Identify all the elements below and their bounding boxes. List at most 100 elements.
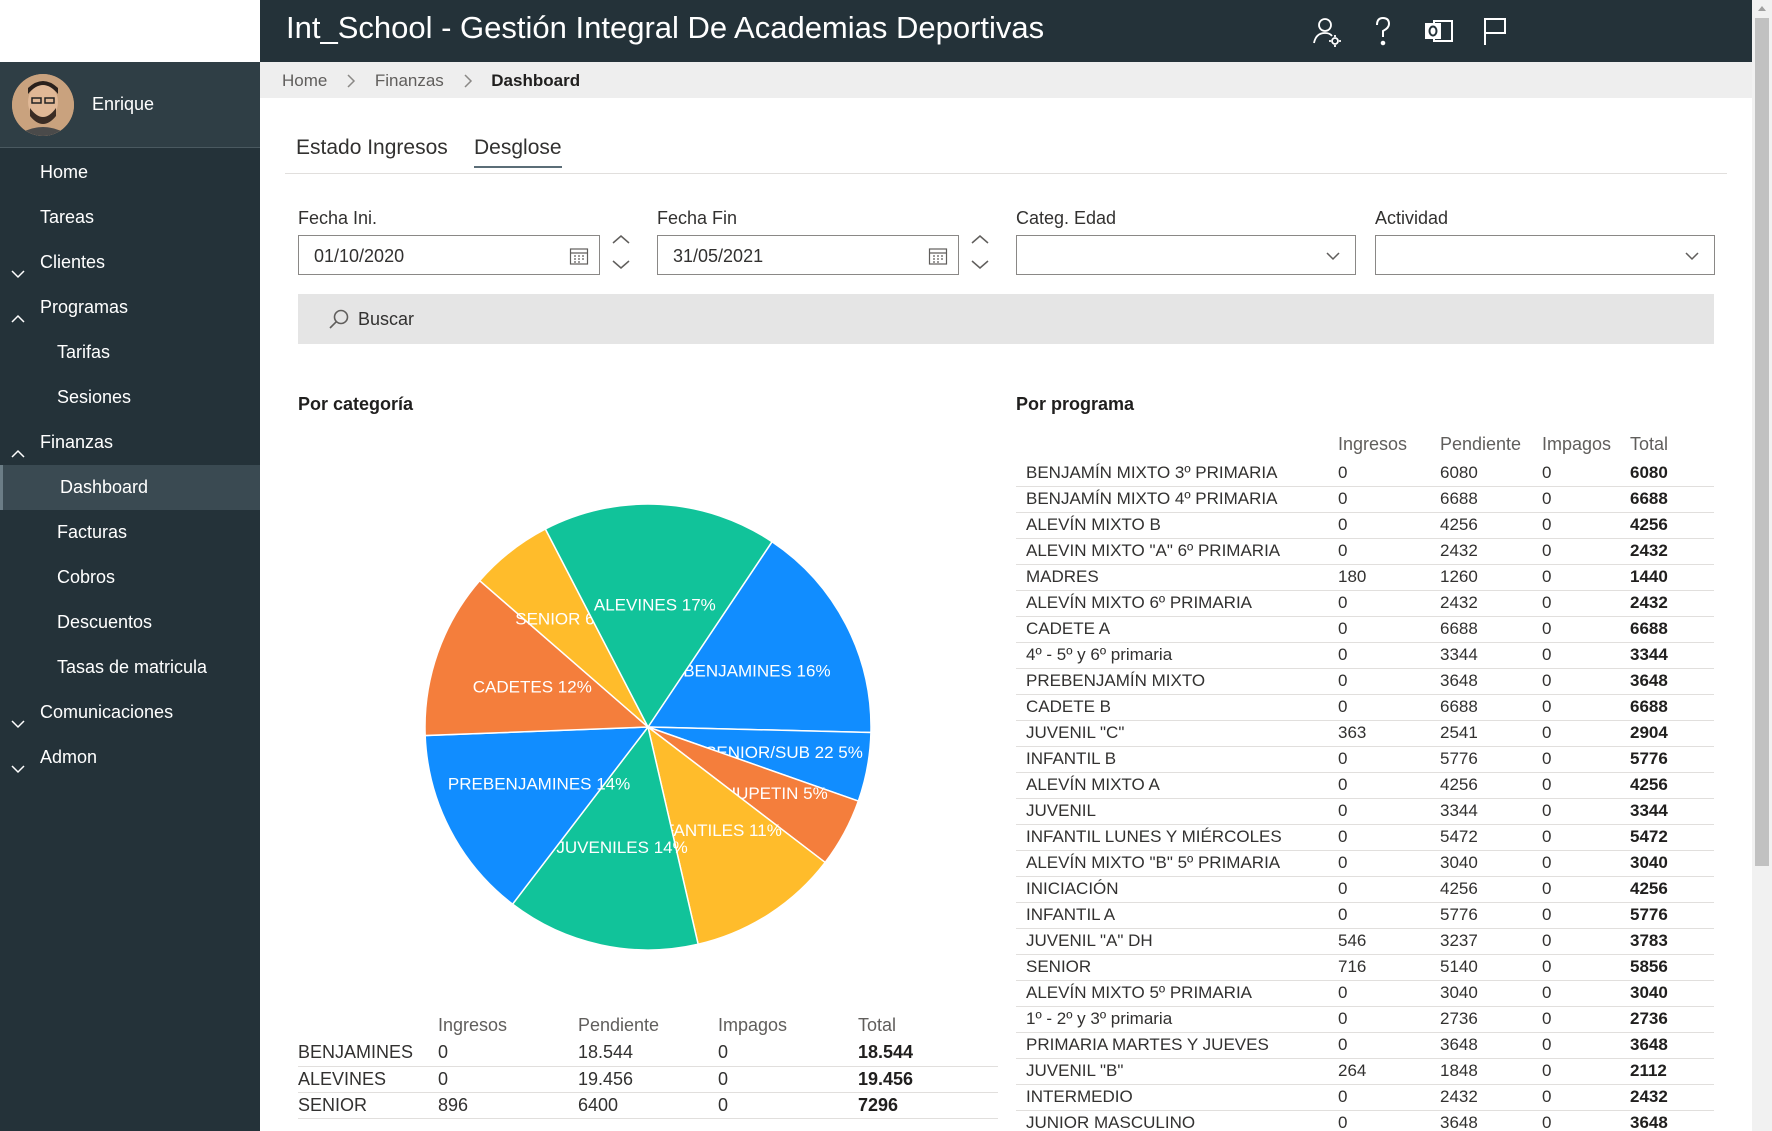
sidebar-item-comunicaciones[interactable]: Comunicaciones [0, 690, 260, 735]
programa-cell: 0 [1542, 902, 1630, 929]
programa-cell: 0 [1338, 668, 1440, 695]
table-row: BENJAMINES 0 18.544 0 18.544 [298, 1040, 998, 1067]
page-scrollbar[interactable] [1752, 0, 1772, 1131]
search-label: Buscar [358, 309, 415, 329]
programa-cell: 0 [1338, 694, 1440, 721]
sidebar-item-tareas[interactable]: Tareas [0, 195, 260, 240]
programa-cell: 6688 [1440, 694, 1542, 721]
sidebar-item-programas[interactable]: Programas [0, 285, 260, 330]
programa-cell: 0 [1542, 486, 1630, 513]
avatar[interactable] [12, 74, 74, 136]
fecha-fin-stepper[interactable] [969, 231, 991, 275]
programa-header-2[interactable]: Pendiente [1440, 433, 1522, 454]
programa-cell: ALEVIN MIXTO "A" 6º PRIMARIA [1016, 538, 1338, 565]
pie-slice-juveniles[interactable] [511, 725, 700, 951]
chevron-up-icon [10, 434, 26, 458]
pie-slice-alevines[interactable] [544, 503, 774, 729]
sidebar-item-label: Comunicaciones [40, 702, 174, 722]
tab-desglose[interactable]: Desglose [474, 136, 562, 168]
categoria-cell: 6400 [578, 1092, 718, 1119]
sidebar-item-label: Dashboard [60, 477, 149, 497]
programa-header-4[interactable]: Total [1630, 433, 1669, 454]
programa-cell: 5856 [1630, 954, 1714, 981]
programa-cell: 0 [1542, 980, 1630, 1007]
pie-slice-prebenjamines[interactable] [424, 726, 650, 906]
sidebar-item-admon[interactable]: Admon [0, 735, 260, 780]
categoria-pie-chart: BENJAMINES 16%SENIOR/SUB 22 5%CHUPETIN 5… [424, 503, 872, 951]
programa-cell: 0 [1338, 616, 1440, 643]
sidebar-item-descuentos[interactable]: Descuentos [0, 600, 260, 645]
programa-cell: 4256 [1630, 876, 1714, 903]
outlook-icon[interactable] [1422, 14, 1456, 48]
categoria-cell: 7296 [858, 1092, 998, 1119]
programa-cell: 4256 [1630, 772, 1714, 799]
categoria-cell: 19.456 [578, 1066, 718, 1093]
programa-cell: 0 [1542, 1006, 1630, 1033]
programa-cell: 0 [1542, 616, 1630, 643]
programa-cell: 0 [1542, 538, 1630, 565]
categoria-header-3[interactable]: Impagos [718, 1014, 788, 1035]
sidebar-item-dashboard[interactable]: Dashboard [0, 465, 260, 510]
programa-header-1[interactable]: Ingresos [1338, 433, 1408, 454]
table-row: PRIMARIA MARTES Y JUEVES 0 3648 0 3648 [1016, 1032, 1714, 1059]
calendar-icon[interactable] [928, 246, 948, 266]
sidebar-item-home[interactable]: Home [0, 150, 260, 195]
categoria-header-0[interactable] [298, 1010, 438, 1040]
programa-cell: 0 [1542, 772, 1630, 799]
categoria-header-4[interactable]: Total [858, 1014, 897, 1035]
programa-cell: 0 [1338, 1084, 1440, 1111]
programa-cell: 3648 [1440, 1110, 1542, 1131]
programa-header-3[interactable]: Impagos [1542, 433, 1612, 454]
categoria-cell: 0 [718, 1040, 858, 1067]
help-icon[interactable] [1366, 14, 1400, 48]
tab-estado-ingresos[interactable]: Estado Ingresos [296, 136, 448, 159]
sidebar-item-label: Admon [40, 747, 98, 767]
contact-person-icon[interactable] [1310, 14, 1344, 48]
breadcrumb-current: Dashboard [491, 70, 581, 90]
categoria-header-2[interactable]: Pendiente [578, 1014, 660, 1035]
categoria-cell: 18.544 [858, 1040, 998, 1067]
flag-icon[interactable] [1478, 14, 1512, 48]
sidebar-item-finanzas[interactable]: Finanzas [0, 420, 260, 465]
programa-cell: JUVENIL "C" [1016, 720, 1338, 747]
programa-cell: SENIOR [1016, 954, 1338, 981]
categoria-cell: BENJAMINES [298, 1040, 438, 1067]
programa-cell: 264 [1338, 1058, 1440, 1085]
breadcrumb-finanzas[interactable]: Finanzas [374, 70, 444, 90]
sidebar-item-tasas-de-matricula[interactable]: Tasas de matricula [0, 645, 260, 690]
programa-header-0[interactable] [1016, 428, 1338, 460]
programa-cell: CADETE A [1016, 616, 1338, 643]
calendar-icon[interactable] [569, 246, 589, 266]
scrollbar-thumb[interactable] [1755, 18, 1769, 866]
fecha-ini-field[interactable]: 01/10/2020 [298, 235, 600, 275]
sidebar-item-tarifas[interactable]: Tarifas [0, 330, 260, 375]
sidebar-item-sesiones[interactable]: Sesiones [0, 375, 260, 420]
pie-slice-benjamines[interactable] [646, 540, 872, 734]
pie-slice-cadetes[interactable] [424, 579, 650, 737]
logo-area [0, 0, 260, 62]
fecha-ini-stepper[interactable] [610, 231, 632, 275]
actividad-dropdown[interactable] [1375, 235, 1715, 275]
categoria-header-1[interactable]: Ingresos [438, 1014, 508, 1035]
programa-cell: 0 [1338, 876, 1440, 903]
categoria-cell: 0 [718, 1092, 858, 1119]
breadcrumb-home[interactable]: Home [282, 70, 328, 90]
breadcrumb: Home Finanzas Dashboard [282, 70, 580, 91]
table-row: MADRES 180 1260 0 1440 [1016, 564, 1714, 591]
programa-cell: 2432 [1440, 1084, 1542, 1111]
categ-edad-dropdown[interactable] [1016, 235, 1356, 275]
programa-cell: INFANTIL LUNES Y MIÉRCOLES [1016, 824, 1338, 851]
search-button[interactable]: Buscar [298, 294, 1714, 344]
pie-slice-infantiles[interactable] [646, 725, 827, 946]
user-panel: Enrique [0, 62, 260, 148]
table-row: PREBENJAMÍN MIXTO 0 3648 0 3648 [1016, 668, 1714, 695]
programa-cell: 0 [1338, 590, 1440, 617]
fecha-fin-field[interactable]: 31/05/2021 [657, 235, 959, 275]
sidebar-item-facturas[interactable]: Facturas [0, 510, 260, 555]
scroll-up-arrow-icon[interactable] [1756, 2, 1768, 14]
sidebar-item-cobros[interactable]: Cobros [0, 555, 260, 600]
programa-cell: 0 [1338, 1032, 1440, 1059]
programa-cell: 0 [1542, 876, 1630, 903]
sidebar-item-clientes[interactable]: Clientes [0, 240, 260, 285]
programa-cell: 3344 [1440, 798, 1542, 825]
